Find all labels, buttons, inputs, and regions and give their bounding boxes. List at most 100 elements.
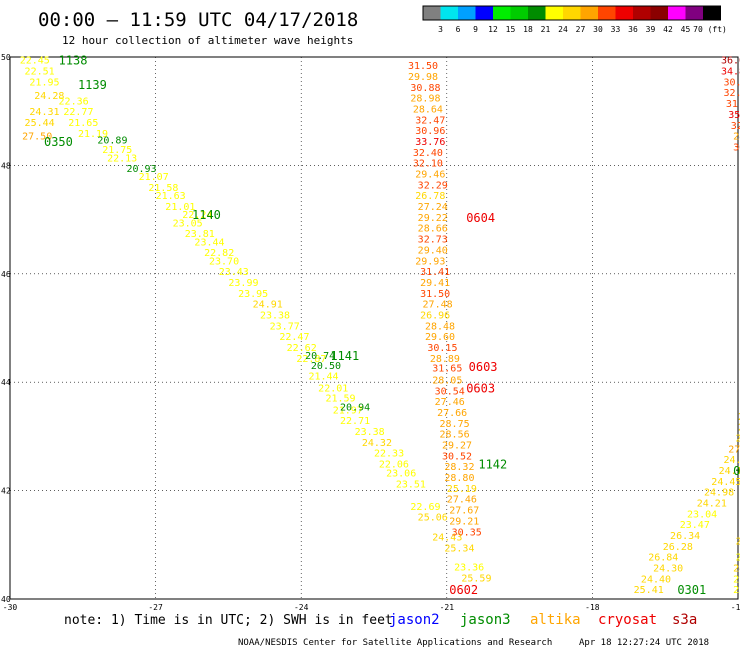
colorbar-swatch [458, 6, 476, 20]
swh-value: 24.32 [362, 438, 392, 449]
swh-value: 29.60 [425, 332, 455, 343]
swh-value: 27.46 [447, 495, 477, 506]
x-tick-label: -21 [440, 603, 455, 612]
swh-value: 27.46 [435, 397, 465, 408]
swh-value: 30.96 [415, 126, 445, 137]
y-tick-label: 50 [1, 53, 11, 62]
swh-value: 22.24 [182, 210, 212, 221]
swh-value: 21.59 [325, 393, 355, 404]
swh-value: 20.50 [311, 361, 341, 372]
swh-value: 23.38 [355, 427, 385, 438]
x-tick-label: -15 [731, 603, 740, 612]
swh-value: 22.6 [733, 574, 740, 585]
footer-credit: NOAA/NESDIS Center for Satellite Applica… [238, 638, 552, 648]
colorbar-label: 12 [488, 25, 498, 34]
colorbar-label: 27 [576, 25, 586, 34]
swh-value: 24.28 [34, 91, 64, 102]
colorbar-swatch [493, 6, 511, 20]
y-tick-label: 48 [1, 161, 11, 170]
swh-value: 22.87 [296, 354, 326, 365]
swh-value: 24.16 [723, 455, 740, 466]
swh-value: 22.51 [25, 67, 55, 78]
swh-value: 28.64 [413, 104, 443, 115]
swh-value: 26 [736, 536, 740, 547]
pass-time-label: 0603 [466, 382, 495, 396]
satellite-legend-item: s3a [672, 612, 697, 628]
swh-value: 27.24 [418, 202, 448, 213]
satellite-legend: jason2 jason3 altika cryosat s3a [389, 612, 697, 628]
swh-value: 24.3 [733, 564, 740, 575]
swh-value: 25 [738, 423, 740, 434]
swh-value: 27.42 [728, 444, 740, 455]
satellite-legend-item: altika [530, 612, 581, 628]
colorbar-legend: 3 6 9 12 15 18 21 24 27 30 33 36 39 42 45 70 (ft) [422, 5, 727, 34]
colorbar-swatch [633, 6, 651, 20]
x-tick-label: -27 [148, 603, 163, 612]
pass-time-label: 0301 [677, 583, 706, 597]
plot-frame [9, 56, 739, 600]
swh-value: 21.63 [156, 191, 186, 202]
swh-value: 24.18 [719, 466, 740, 477]
swh-value: 28.66 [418, 224, 448, 235]
colorbar-swatch [528, 6, 546, 20]
colorbar-swatch [545, 6, 563, 20]
x-tick-label: -18 [585, 603, 600, 612]
swh-value: 25.34 [736, 433, 740, 444]
swh-value: 31.50 [408, 61, 438, 72]
pass-time-label: 1138 [59, 54, 88, 68]
swh-value: 22.13 [107, 153, 137, 164]
swh-value: 22.45 [20, 56, 50, 67]
y-tick-label: 46 [1, 270, 11, 279]
swh-value: 28.75 [440, 419, 470, 430]
satellite-legend-item: jason3 [460, 612, 511, 628]
swh-value: 25.06 [418, 513, 448, 524]
swh-value: 27.66 [437, 408, 467, 419]
swh-value: 31.98 [726, 99, 740, 110]
swh-value: 31.50 [420, 289, 450, 300]
colorbar-label: 3 [438, 25, 443, 34]
swh-value: 36.06 [721, 56, 740, 67]
swh-value: 30.15 [427, 343, 457, 354]
colorbar-swatch [685, 6, 703, 20]
swh-value: 23.77 [270, 321, 300, 332]
swh-value: 21.95 [29, 77, 59, 88]
swh-value: 23.51 [396, 480, 426, 491]
swh-value: 22.71 [340, 416, 370, 427]
colorbar-label: 15 [506, 25, 516, 34]
swh-value: 22.06 [379, 460, 409, 471]
footer-note: note: 1) Time is in UTC; 2) SWH is in fe… [64, 613, 393, 628]
swh-value: 33.76 [415, 137, 445, 148]
swh-value: 26.78 [415, 191, 445, 202]
swh-value: 29.40 [418, 245, 448, 256]
pass-time-label: 1142 [478, 458, 507, 472]
x-tick-label: -30 [3, 603, 18, 612]
swh-value: 28.89 [430, 354, 460, 365]
colorbar-label: 24 [558, 25, 568, 34]
swh-value: 23 [736, 553, 740, 564]
swh-value: 23.92 [733, 585, 740, 596]
chart-title: 00:00 – 11:59 UTC 04/17/2018 [38, 9, 358, 31]
colorbar-swatch [510, 6, 528, 20]
swh-value: 32.73 [418, 235, 448, 246]
swh-value: 25.59 [461, 573, 491, 584]
swh-value: 20.74 [305, 351, 335, 362]
colorbar-label: 6 [456, 25, 461, 34]
swh-value: 31.41 [420, 267, 450, 278]
pass-time-label: 1141 [330, 349, 359, 363]
swh-value: 27.48 [423, 300, 453, 311]
swh-value: 30.03 [723, 77, 740, 88]
swh-value: 22.62 [287, 343, 317, 354]
satellite-legend-item: cryosat [598, 612, 657, 628]
swh-value: 28 [733, 132, 740, 143]
grid-lines [10, 57, 738, 599]
colorbar-label: 9 [473, 25, 478, 34]
swh-value: 22.77 [63, 107, 93, 118]
pass-time-label: 0604 [466, 211, 495, 225]
colorbar-label: 70 (ft) [693, 25, 727, 34]
swh-value: 23.38 [260, 310, 290, 321]
swh-value: 24.91 [253, 300, 283, 311]
swh-value: 28.56 [440, 430, 470, 441]
pass-time-label: 030 [733, 464, 740, 478]
swh-value: 25.19 [447, 484, 477, 495]
swh-value: 21.65 [68, 118, 98, 129]
